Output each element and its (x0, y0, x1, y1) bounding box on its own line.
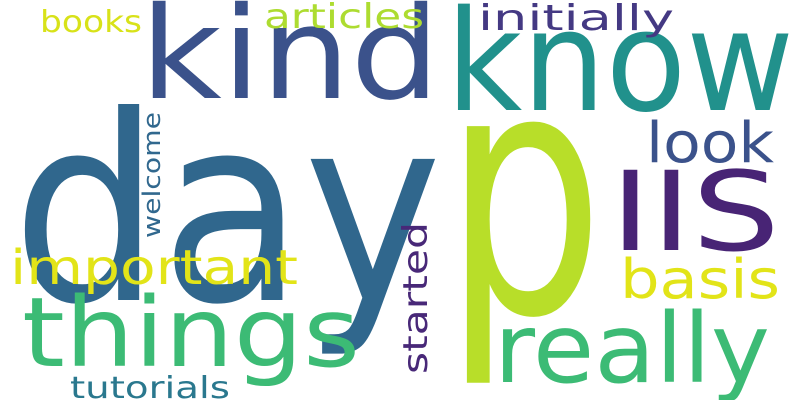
word-things: things (22, 277, 360, 389)
word-welcome: welcome (138, 112, 166, 238)
word-know: know (446, 0, 794, 144)
word-day: day (12, 61, 442, 361)
word-really: really (494, 293, 770, 400)
word-p: p (444, 0, 604, 393)
word-articles: articles (264, 0, 424, 37)
word-initially: initially (478, 0, 674, 39)
word-started: started (396, 222, 436, 374)
word-important: important (10, 240, 298, 296)
word-basis: basis (620, 248, 780, 311)
word-look: look (646, 111, 775, 176)
word-iis: IIS (610, 148, 780, 276)
word-tutorials: tutorials (70, 371, 230, 400)
word-books: books (40, 5, 142, 40)
word-kind: kind (140, 0, 440, 129)
